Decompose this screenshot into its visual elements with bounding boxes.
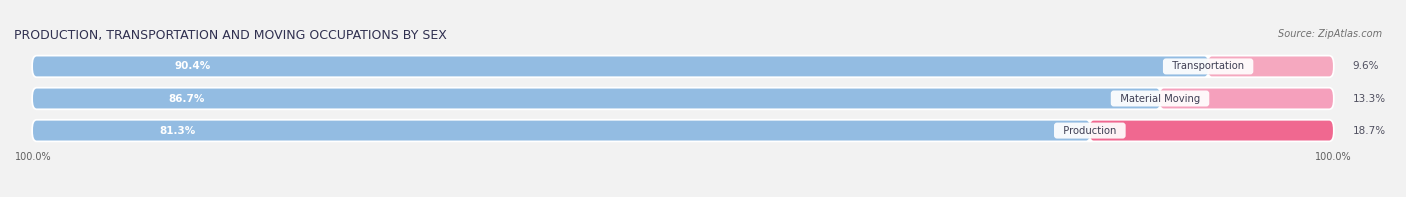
Text: 100.0%: 100.0% (14, 152, 52, 162)
Text: 9.6%: 9.6% (1353, 61, 1379, 72)
Text: Transportation: Transportation (1166, 61, 1250, 72)
FancyBboxPatch shape (1208, 57, 1333, 76)
FancyBboxPatch shape (1160, 89, 1333, 108)
Text: 18.7%: 18.7% (1353, 125, 1385, 136)
FancyBboxPatch shape (32, 121, 1333, 140)
Text: 90.4%: 90.4% (174, 61, 211, 72)
FancyBboxPatch shape (32, 89, 1160, 108)
Text: Material Moving: Material Moving (1114, 94, 1206, 103)
FancyBboxPatch shape (32, 89, 1333, 108)
FancyBboxPatch shape (32, 57, 1333, 76)
FancyBboxPatch shape (1090, 121, 1333, 140)
Text: 13.3%: 13.3% (1353, 94, 1385, 103)
Text: 86.7%: 86.7% (169, 94, 205, 103)
Text: Production: Production (1057, 125, 1122, 136)
Text: 100.0%: 100.0% (1315, 152, 1351, 162)
FancyBboxPatch shape (32, 121, 1090, 140)
Text: 81.3%: 81.3% (160, 125, 195, 136)
Text: Source: ZipAtlas.com: Source: ZipAtlas.com (1278, 29, 1382, 39)
FancyBboxPatch shape (32, 57, 1208, 76)
Legend: Male, Female: Male, Female (644, 194, 748, 197)
Text: PRODUCTION, TRANSPORTATION AND MOVING OCCUPATIONS BY SEX: PRODUCTION, TRANSPORTATION AND MOVING OC… (14, 29, 447, 42)
